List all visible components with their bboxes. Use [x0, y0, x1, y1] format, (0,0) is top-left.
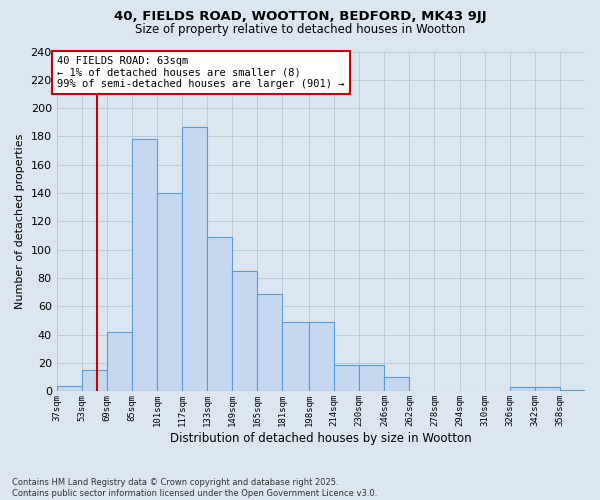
Bar	[257, 294, 283, 392]
Bar	[359, 364, 385, 392]
Bar	[157, 193, 182, 392]
Bar	[107, 332, 132, 392]
Text: Contains HM Land Registry data © Crown copyright and database right 2025.
Contai: Contains HM Land Registry data © Crown c…	[12, 478, 377, 498]
Bar	[207, 237, 232, 392]
Bar	[385, 378, 409, 392]
Bar	[82, 370, 107, 392]
Bar	[132, 140, 157, 392]
Bar	[283, 322, 309, 392]
Bar	[560, 390, 585, 392]
Bar	[232, 271, 257, 392]
Bar	[535, 387, 560, 392]
Y-axis label: Number of detached properties: Number of detached properties	[15, 134, 25, 309]
Bar	[309, 322, 334, 392]
Bar	[510, 387, 535, 392]
Bar	[182, 126, 207, 392]
Text: Size of property relative to detached houses in Wootton: Size of property relative to detached ho…	[135, 22, 465, 36]
Bar	[56, 386, 82, 392]
X-axis label: Distribution of detached houses by size in Wootton: Distribution of detached houses by size …	[170, 432, 472, 445]
Bar	[334, 364, 359, 392]
Text: 40 FIELDS ROAD: 63sqm
← 1% of detached houses are smaller (8)
99% of semi-detach: 40 FIELDS ROAD: 63sqm ← 1% of detached h…	[58, 56, 345, 89]
Text: 40, FIELDS ROAD, WOOTTON, BEDFORD, MK43 9JJ: 40, FIELDS ROAD, WOOTTON, BEDFORD, MK43 …	[113, 10, 487, 23]
